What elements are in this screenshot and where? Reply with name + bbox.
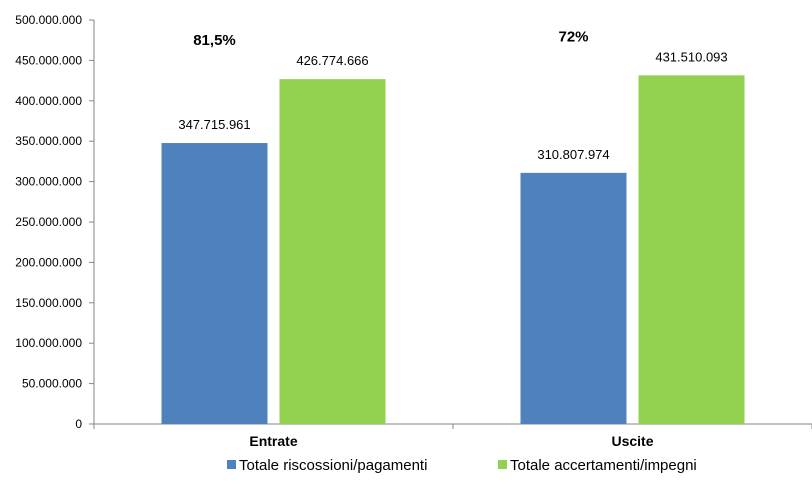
data-label: 347.715.961 <box>178 117 250 132</box>
legend-swatch <box>498 460 507 469</box>
percentage-label: 72% <box>558 28 588 45</box>
y-tick-label: 100.000.000 <box>15 336 82 350</box>
data-label: 426.774.666 <box>296 53 368 68</box>
bar <box>161 143 268 424</box>
bars <box>161 75 745 424</box>
y-tick-label: 50.000.000 <box>22 377 82 391</box>
bar <box>520 172 627 424</box>
legend: Totale riscossioni/pagamenti Totale accer… <box>227 457 697 474</box>
y-tick-label: 500.000.000 <box>15 13 82 27</box>
data-label: 431.510.093 <box>655 49 727 64</box>
y-tick-label: 0 <box>75 417 82 431</box>
y-tick-label: 300.000.000 <box>15 175 82 189</box>
legend-swatch <box>227 460 236 469</box>
axes: 0 50.000.000 100.000.000 150.000.000 200.000… <box>15 13 812 449</box>
x-category-label: Uscite <box>611 433 653 449</box>
y-tick-label: 250.000.000 <box>15 215 82 229</box>
legend-label: Totale accertamenti/impegni <box>510 457 697 474</box>
y-tick-label: 450.000.000 <box>15 53 82 67</box>
data-label: 310.807.974 <box>537 147 609 162</box>
y-tick-label: 150.000.000 <box>15 296 82 310</box>
x-category-label: Entrate <box>249 433 297 449</box>
y-tick-label: 350.000.000 <box>15 134 82 148</box>
percentage-label: 81,5% <box>193 32 236 49</box>
data-labels: 347.715.961 426.774.666 81,5% 310.807.974 43… <box>178 28 727 162</box>
bar <box>638 75 745 424</box>
bar <box>279 79 386 424</box>
y-tick-label: 400.000.000 <box>15 94 82 108</box>
y-tick-label: 200.000.000 <box>15 255 82 269</box>
legend-label: Totale riscossioni/pagamenti <box>239 457 427 474</box>
